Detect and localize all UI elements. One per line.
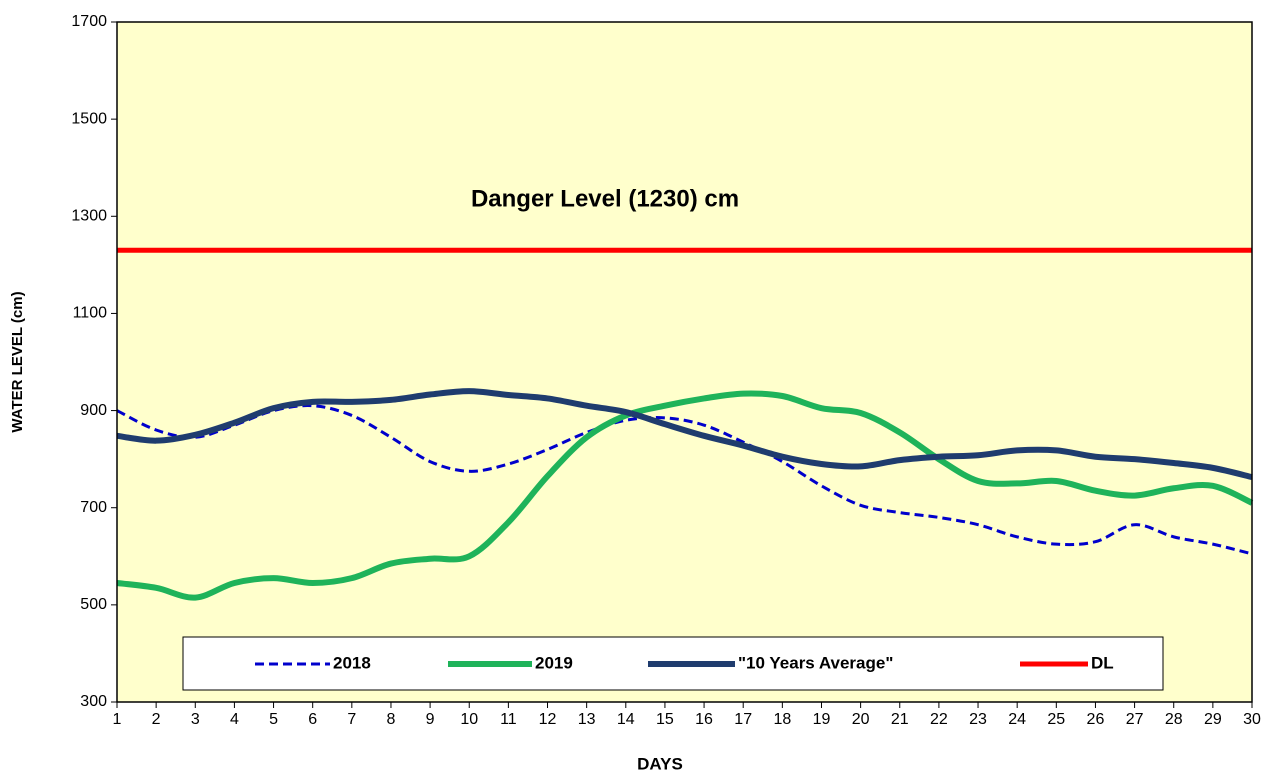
x-tick-label: 9 (426, 711, 435, 728)
x-tick-label: 2 (152, 711, 161, 728)
y-tick-label: 500 (80, 596, 107, 613)
x-tick-label: 28 (1165, 711, 1183, 728)
y-tick-label: 1100 (73, 305, 108, 322)
annotation: Danger Level (1230) cm (471, 185, 739, 212)
series-line (116, 388, 1253, 481)
x-tick-label: 11 (500, 711, 517, 728)
x-tick-label: 24 (1008, 711, 1026, 728)
y-axis-label: WATER LEVEL (cm) (9, 291, 26, 432)
y-tick-label: 900 (80, 402, 107, 419)
plot-border (116, 21, 1253, 703)
x-tick-label: 18 (773, 711, 791, 728)
x-tick-label: 22 (930, 711, 948, 728)
x-tick-label: 29 (1204, 711, 1222, 728)
x-tick-label: 26 (1087, 711, 1105, 728)
x-tick-label: 3 (191, 711, 200, 728)
x-tick-label: 1 (113, 711, 122, 728)
x-tick-label: 20 (852, 711, 870, 728)
legend-label: "10 Years Average" (738, 653, 893, 672)
series-line (116, 404, 1253, 556)
x-tick-label: 5 (269, 711, 278, 728)
x-tick-label: 14 (617, 711, 635, 728)
y-tick-label: 1500 (71, 110, 107, 127)
x-tick-label: 4 (230, 711, 239, 728)
y-tick-label: 700 (80, 499, 107, 516)
y-tick-label: 1300 (71, 208, 107, 225)
x-axis-label: DAYS (637, 754, 683, 773)
x-tick-label: 13 (578, 711, 596, 728)
legend-label: DL (1091, 653, 1114, 672)
x-tick-label: 30 (1243, 711, 1261, 728)
x-tick-label: 16 (695, 711, 713, 728)
x-tick-label: 10 (460, 711, 478, 728)
x-tick-label: 19 (813, 711, 831, 728)
plot-area (117, 22, 1252, 702)
x-tick-label: 15 (656, 711, 674, 728)
x-tick-label: 27 (1126, 711, 1144, 728)
legend-label: 2018 (333, 653, 371, 672)
x-tick-label: 6 (308, 711, 317, 728)
legend: 2018 2019 "10 Years Average" DL (182, 636, 1164, 691)
y-tick-label: 1700 (71, 13, 107, 30)
x-tick-label: 21 (891, 711, 909, 728)
x-tick-label: 7 (347, 711, 356, 728)
y-tick-label: 300 (80, 693, 107, 710)
x-tick-label: 8 (387, 711, 396, 728)
legend-label: 2019 (535, 653, 573, 672)
x-tick-label: 17 (734, 711, 752, 728)
x-tick-label: 25 (1047, 711, 1065, 728)
series-line (116, 390, 1254, 601)
x-tick-label: 12 (539, 711, 557, 728)
x-tick-label: 23 (969, 711, 987, 728)
